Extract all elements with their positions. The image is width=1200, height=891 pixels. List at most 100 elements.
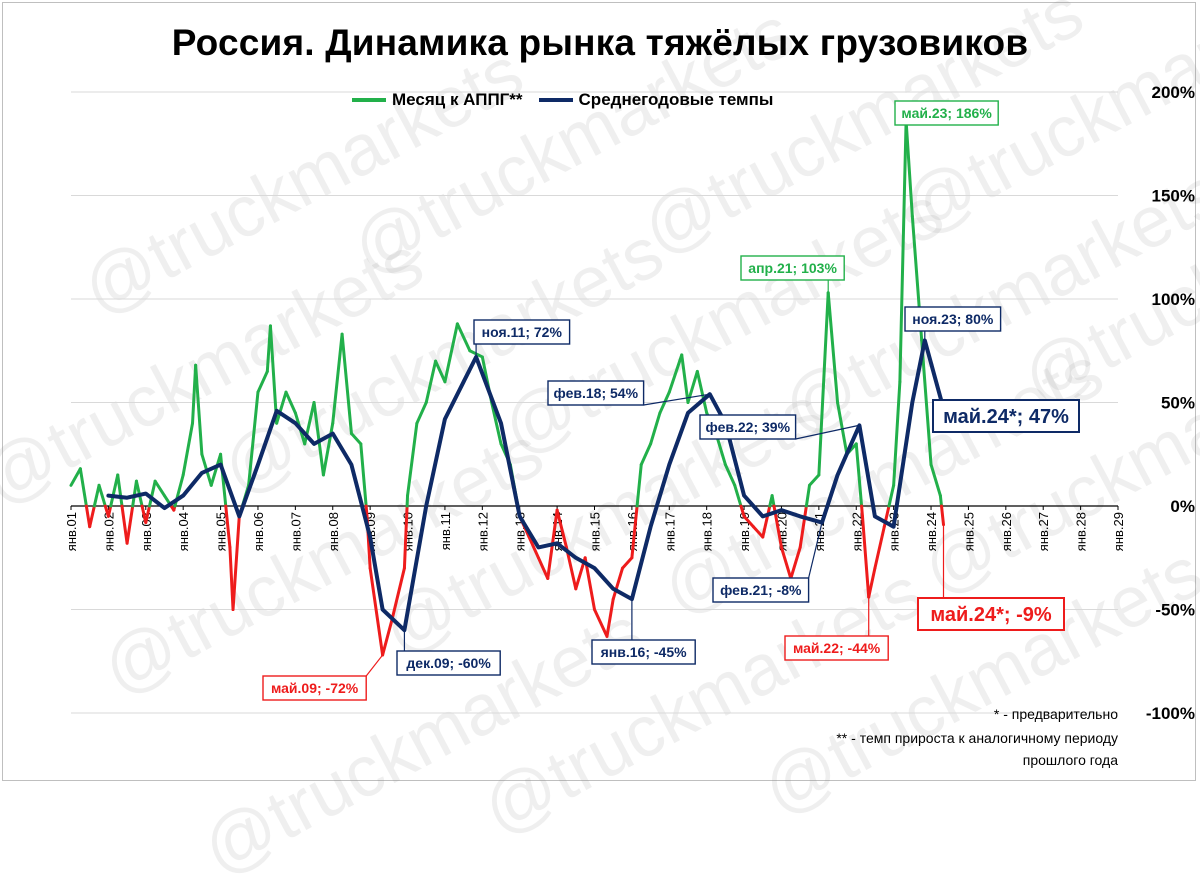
x-tick-label: янв.11 [438, 512, 453, 550]
monthly-series-segment [856, 444, 861, 506]
monthly-series-segment [127, 506, 133, 543]
monthly-series-segment [90, 506, 95, 527]
monthly-series-segment [941, 506, 943, 525]
monthly-series-segment [869, 568, 875, 597]
monthly-series-segment [426, 361, 435, 402]
y-tick-label: -50% [1155, 601, 1195, 620]
monthly-series-segment [906, 121, 912, 216]
monthly-series-segment [894, 382, 900, 486]
monthly-series-segment [71, 469, 80, 486]
monthly-series-segment [682, 355, 688, 403]
annotation-label: янв.16; -45% [601, 644, 687, 660]
monthly-series-segment [931, 465, 940, 496]
monthly-series-segment [697, 371, 706, 412]
monthly-series-segment [277, 392, 286, 423]
monthly-series-segment [457, 324, 469, 351]
monthly-series-segment [669, 355, 681, 392]
monthly-series-segment [828, 293, 837, 403]
monthly-series-segment [383, 620, 392, 655]
monthly-series-segment [889, 485, 894, 506]
footnote-yoy-definition: ** - темп прироста к аналогичному период… [836, 730, 1118, 746]
monthly-series-segment [607, 599, 613, 636]
annotation-label: май.24*; -9% [930, 604, 1052, 626]
monthly-series-segment [445, 324, 457, 382]
monthly-series-segment [155, 481, 164, 495]
monthly-series-segment [791, 547, 800, 578]
monthly-series-segment [763, 506, 770, 537]
y-tick-label: -100% [1146, 704, 1195, 723]
x-tick-label: янв.24 [924, 512, 939, 551]
monthly-series-segment [333, 334, 342, 423]
monthly-series-segment [806, 485, 809, 506]
annotation-label: фев.18; 54% [554, 385, 639, 401]
x-tick-label: янв.27 [1036, 512, 1051, 551]
monthly-series-segment [753, 527, 762, 537]
annotation-label: май.24*; 47% [943, 406, 1069, 428]
monthly-series-segment [940, 496, 941, 506]
x-tick-label: янв.18 [700, 512, 715, 551]
monthly-series-segment [392, 568, 404, 620]
monthly-series-segment [637, 465, 641, 506]
annotation-label: май.22; -44% [793, 640, 881, 656]
x-tick-label: янв.12 [475, 512, 490, 551]
monthly-series-segment [810, 475, 819, 485]
annotation-label: май.09; -72% [271, 680, 359, 696]
annotation-leader [366, 655, 382, 676]
footnote-preliminary: * - предварительно [994, 706, 1118, 722]
x-tick-label: янв.29 [1111, 512, 1126, 551]
annotation-label: апр.21; 103% [748, 260, 837, 276]
monthly-series-segment [819, 293, 828, 475]
monthly-series-segment [800, 506, 806, 547]
monthly-series-segment [875, 527, 884, 568]
annotation-label: фев.22; 39% [706, 419, 791, 435]
monthly-series-segment [623, 558, 632, 568]
x-tick-label: янв.01 [64, 512, 79, 551]
annotation-label: май.23; 186% [901, 105, 992, 121]
y-tick-label: 150% [1152, 187, 1195, 206]
monthly-series-segment [196, 365, 202, 454]
x-tick-label: янв.06 [251, 512, 266, 551]
monthly-series-segment [183, 423, 192, 475]
monthly-series-segment [408, 423, 417, 495]
monthly-series-segment [862, 506, 863, 516]
monthly-series-segment [538, 558, 547, 579]
x-tick-label: янв.25 [961, 512, 976, 551]
monthly-series-segment [772, 496, 774, 506]
y-tick-label: 100% [1152, 290, 1195, 309]
annotation-leader [796, 425, 860, 439]
monthly-series-segment [270, 326, 276, 423]
x-tick-label: янв.08 [326, 512, 341, 551]
monthly-series-segment [111, 475, 118, 506]
monthly-series-segment [641, 444, 650, 465]
monthly-series-segment [900, 121, 906, 382]
y-tick-label: 0% [1170, 497, 1195, 516]
annotation-label: ноя.11; 72% [482, 324, 563, 340]
monthly-series-segment [94, 485, 99, 506]
annotation-label: ноя.23; 80% [912, 311, 994, 327]
monthly-series-segment [351, 434, 360, 444]
footnote-yoy-definition-cont: прошлого года [1023, 752, 1118, 768]
monthly-series-segment [725, 465, 734, 486]
monthly-series-segment [862, 516, 868, 597]
monthly-series-segment [323, 423, 332, 475]
x-tick-label: янв.28 [1074, 512, 1089, 551]
monthly-series-segment [735, 485, 741, 506]
monthly-series-segment [80, 469, 86, 506]
x-tick-label: янв.26 [999, 512, 1014, 551]
annotation-label: дек.09; -60% [406, 655, 491, 671]
x-tick-label: янв.02 [101, 512, 116, 551]
monthly-series-segment [595, 610, 607, 637]
monthly-series-segment [651, 413, 660, 444]
x-tick-label: янв.15 [588, 512, 603, 551]
monthly-series-segment [99, 485, 105, 506]
monthly-series-segment [122, 506, 127, 543]
annotation-label: фев.21; -8% [720, 582, 802, 598]
monthly-series-segment [118, 475, 122, 506]
x-tick-label: янв.04 [176, 512, 191, 551]
y-tick-label: 50% [1161, 394, 1195, 413]
monthly-series-segment [436, 361, 445, 382]
monthly-series-segment [417, 403, 426, 424]
monthly-series-segment [258, 371, 267, 392]
x-tick-label: янв.07 [288, 512, 303, 551]
